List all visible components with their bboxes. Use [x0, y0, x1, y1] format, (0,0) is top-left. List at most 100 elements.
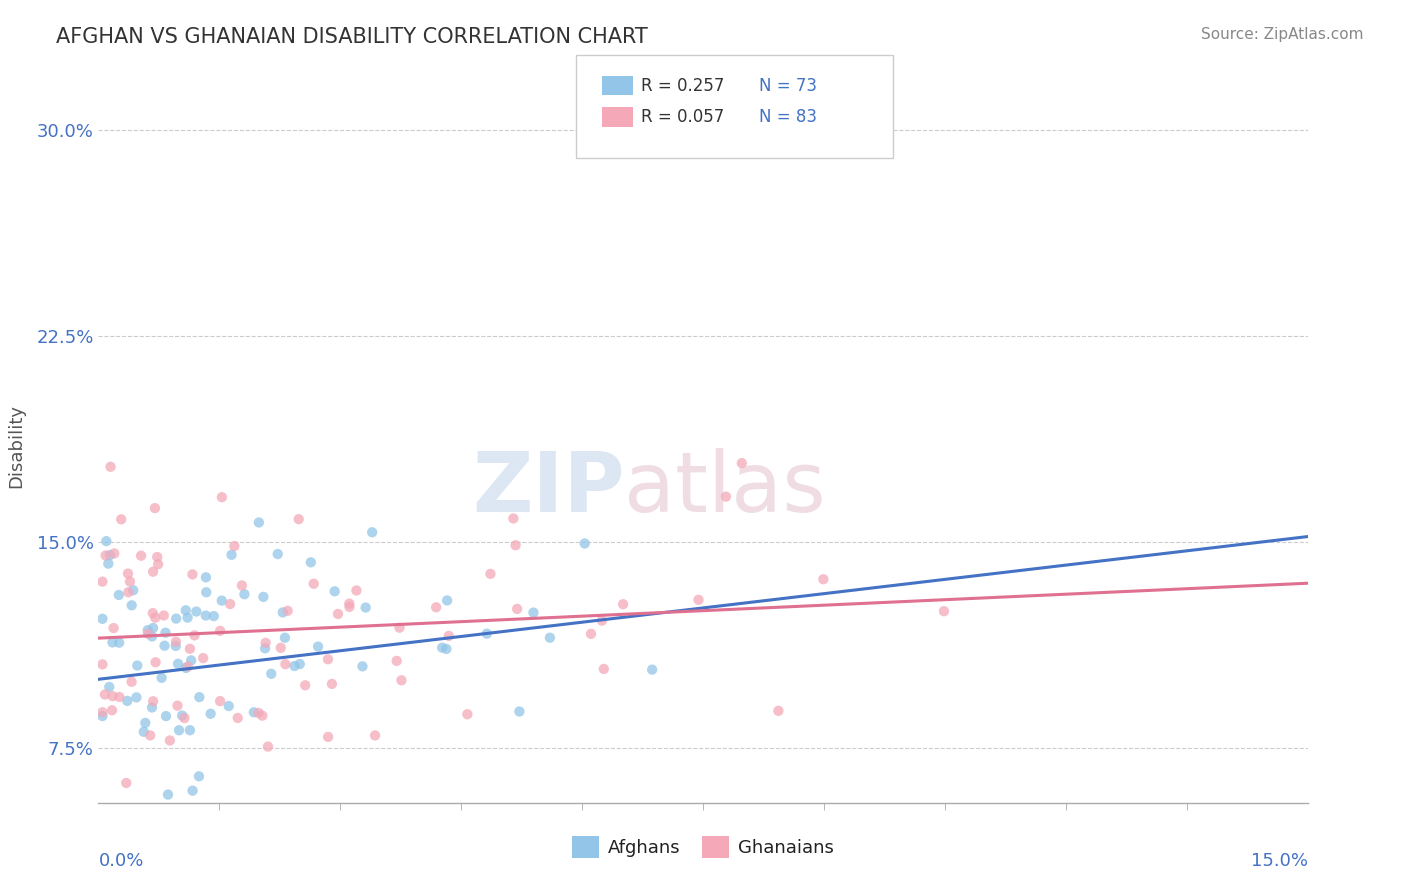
Point [243, 706, 266, 720]
Point [316, 730, 339, 744]
Point [247, 516, 270, 530]
Point [94, 549, 117, 563]
Point [768, 704, 790, 718]
Point [186, 605, 208, 619]
Point [267, 547, 290, 561]
Point [209, 624, 232, 638]
Point [254, 641, 277, 656]
Point [195, 585, 218, 599]
Point [475, 626, 498, 640]
Point [316, 652, 339, 666]
Point [142, 694, 165, 708]
Point [94, 688, 117, 702]
Legend: Afghans, Ghanaians: Afghans, Ghanaians [565, 829, 841, 865]
Point [283, 659, 305, 673]
Point [91, 612, 114, 626]
Point [326, 607, 349, 621]
Point [211, 593, 233, 607]
Point [101, 635, 124, 649]
Point [125, 690, 148, 705]
Point [641, 663, 664, 677]
Point [155, 709, 177, 723]
Point [188, 769, 211, 783]
Point [142, 621, 165, 635]
Point [183, 628, 205, 642]
Point [146, 549, 169, 564]
Point [159, 733, 181, 747]
Point [97, 557, 120, 571]
Point [247, 706, 270, 720]
Point [388, 621, 411, 635]
Point [339, 599, 361, 614]
Point [731, 456, 754, 470]
Point [156, 788, 179, 802]
Point [165, 634, 187, 648]
Point [172, 708, 194, 723]
Point [579, 627, 602, 641]
Point [344, 583, 367, 598]
Point [91, 574, 114, 589]
Point [103, 621, 125, 635]
Point [136, 626, 159, 640]
Point [115, 776, 138, 790]
Text: ZIP: ZIP [472, 449, 624, 529]
Point [110, 512, 132, 526]
Point [108, 588, 131, 602]
Point [177, 659, 200, 673]
Point [141, 700, 163, 714]
Point [287, 512, 309, 526]
Point [134, 715, 156, 730]
Point [96, 534, 118, 549]
Text: N = 73: N = 73 [759, 77, 817, 95]
Point [252, 708, 274, 723]
Point [118, 574, 141, 589]
Point [145, 655, 167, 669]
Point [100, 459, 122, 474]
Point [165, 612, 187, 626]
Y-axis label: Disability: Disability [7, 404, 25, 488]
Point [425, 600, 447, 615]
Point [270, 640, 292, 655]
Point [108, 690, 131, 704]
Point [430, 640, 453, 655]
Point [121, 674, 143, 689]
Point [155, 625, 177, 640]
Point [260, 666, 283, 681]
Point [91, 657, 114, 672]
Point [813, 572, 835, 586]
Point [165, 639, 187, 653]
Point [574, 536, 596, 550]
Point [254, 636, 277, 650]
Point [194, 608, 217, 623]
Text: atlas: atlas [624, 449, 827, 529]
Point [288, 657, 311, 671]
Point [181, 567, 204, 582]
Point [167, 723, 190, 738]
Point [211, 490, 233, 504]
Point [932, 604, 955, 618]
Point [129, 549, 152, 563]
Point [612, 597, 634, 611]
Point [436, 593, 458, 607]
Point [437, 629, 460, 643]
Point [188, 690, 211, 705]
Point [321, 677, 343, 691]
Point [127, 658, 149, 673]
Point [103, 546, 125, 560]
Point [173, 711, 195, 725]
Text: 15.0%: 15.0% [1250, 852, 1308, 871]
Point [302, 576, 325, 591]
Point [218, 699, 240, 714]
Point [364, 728, 387, 742]
Point [352, 659, 374, 673]
Point [391, 673, 413, 688]
Point [274, 631, 297, 645]
Point [146, 558, 169, 572]
Point [98, 680, 121, 694]
Point [354, 600, 377, 615]
Point [91, 705, 114, 719]
Point [142, 606, 165, 620]
Point [179, 723, 201, 738]
Point [231, 578, 253, 592]
Point [117, 566, 139, 581]
